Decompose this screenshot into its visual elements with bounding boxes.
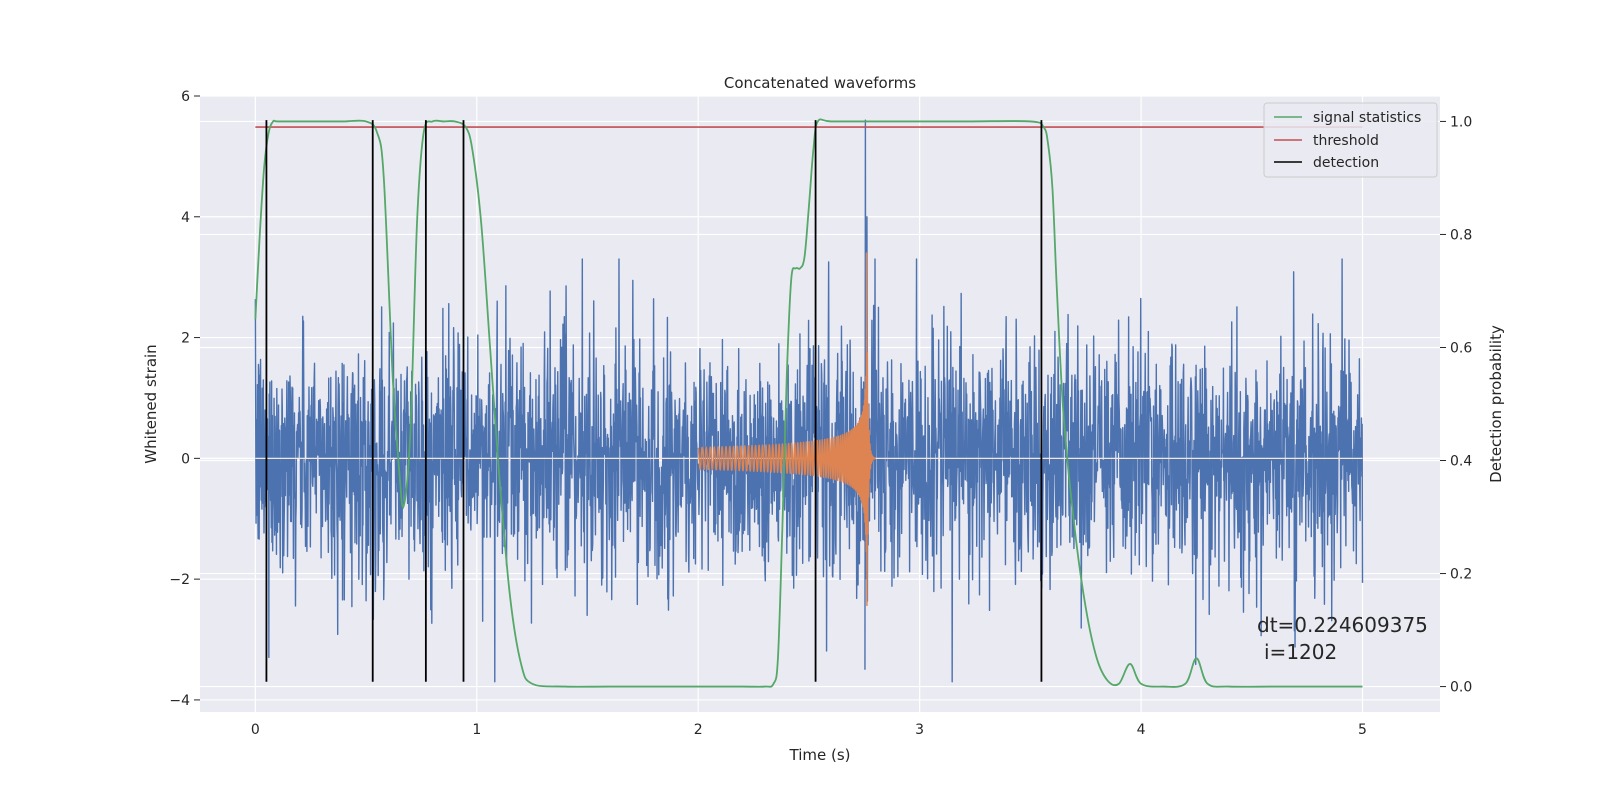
x-tick-label: 2 — [694, 722, 703, 738]
chart-title: Concatenated waveforms — [724, 74, 916, 92]
y-right-tick-label: 0.8 — [1450, 227, 1472, 243]
x-tick-label: 4 — [1137, 722, 1146, 738]
x-tick-label: 1 — [472, 722, 481, 738]
annotation-i: i=1202 — [1264, 640, 1337, 664]
y-right-tick-label: 0.4 — [1450, 454, 1472, 470]
legend-label-threshold: threshold — [1313, 133, 1379, 149]
y-right-tick-label: 0.6 — [1450, 340, 1472, 356]
y-tick-label: 2 — [181, 331, 190, 347]
x-axis-label: Time (s) — [789, 746, 851, 764]
injection-chirp-series — [697, 252, 876, 607]
y-tick-label: −2 — [169, 572, 190, 588]
x-tick-label: 3 — [915, 722, 924, 738]
x-tick-label: 5 — [1358, 722, 1367, 738]
legend-label-signal-statistics: signal statistics — [1313, 110, 1421, 126]
y-axis-right-label: Detection probability — [1487, 325, 1505, 483]
y-right-tick-label: 1.0 — [1450, 114, 1472, 130]
x-tick-label: 0 — [251, 722, 260, 738]
legend: signal statistics threshold detection — [1263, 102, 1438, 178]
y-tick-label: −4 — [169, 693, 190, 709]
detection-lines — [265, 120, 1043, 682]
annotation-dt: dt=0.224609375 — [1257, 613, 1428, 637]
y-axis-label: Whitened strain — [142, 344, 160, 463]
plot-area — [200, 96, 1440, 712]
signal-statistics-line — [254, 118, 1363, 688]
y-tick-label: 4 — [181, 210, 190, 226]
y-right-tick-label: 0.0 — [1450, 680, 1472, 696]
y-right-tick-label: 0.2 — [1450, 567, 1472, 583]
legend-label-detection: detection — [1313, 155, 1379, 171]
y-tick-label: 6 — [181, 89, 190, 105]
signal-statistics-series — [254, 118, 1363, 688]
injection-chirp-line — [697, 252, 876, 607]
data-layer — [254, 118, 1364, 688]
ticks: 0 1 2 3 4 5 −4 −2 0 2 4 6 0.0 0.2 0.4 0.6 0.8 1.0 — [169, 89, 1472, 738]
y-tick-label: 0 — [181, 451, 190, 467]
